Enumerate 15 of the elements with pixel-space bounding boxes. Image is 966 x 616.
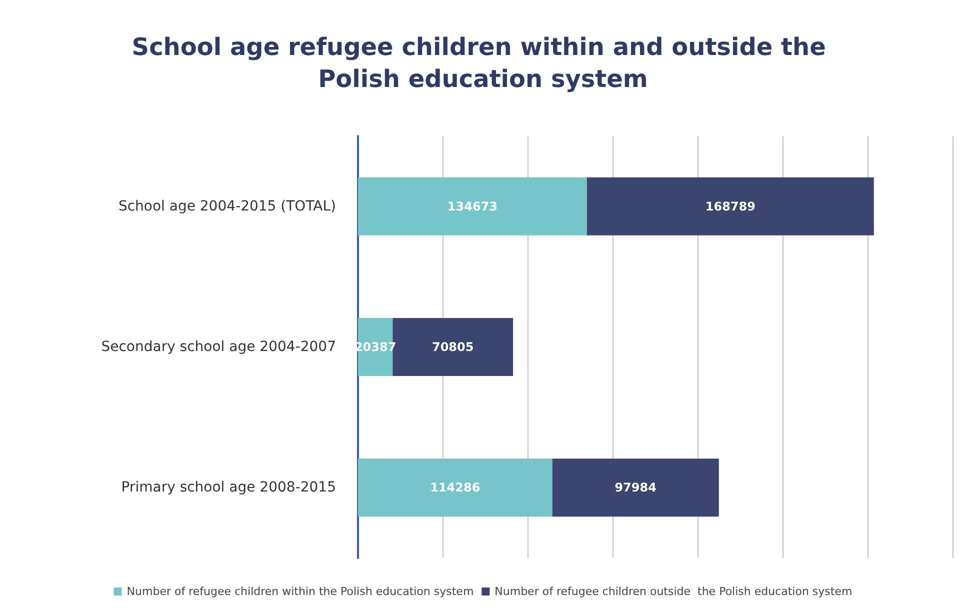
bar [358,177,587,236]
data-label: 97984 [614,480,656,495]
legend-label: Number of refugee children outside the Polish education system [494,585,852,598]
y-tick-label: School age 2004-2015 (TOTAL) [118,198,336,214]
data-label: 114286 [430,480,480,495]
bar [358,458,552,517]
y-tick-label: Primary school age 2008-2015 [121,480,336,496]
bar [552,458,719,517]
data-label: 70805 [432,340,474,354]
chart-title: School age refugee children within and outside the Polish education system [132,33,834,93]
y-tick-label: Secondary school age 2004-2007 [101,339,336,355]
legend-label: Number of refugee children within the Polish education system [126,585,474,598]
data-label: 168789 [705,199,756,214]
data-label: 134673 [447,199,498,214]
bar [586,177,874,236]
